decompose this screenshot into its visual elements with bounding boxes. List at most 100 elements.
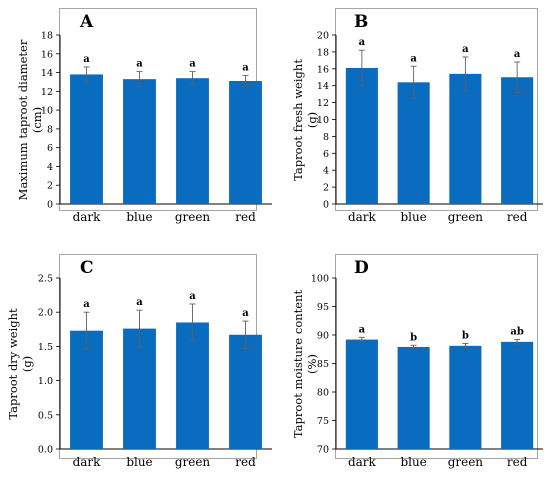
bar-dark (345, 339, 378, 449)
y-tick-label: 6 (47, 143, 53, 154)
y-tick-label: 2 (323, 183, 329, 194)
bar-blue (397, 82, 430, 204)
significance-letter: a (189, 291, 196, 302)
significance-letter: a (359, 324, 366, 335)
y-axis-label-line: Maximum taproot diameter (16, 39, 30, 200)
bar-blue (397, 346, 430, 449)
y-tick-label: 16 (41, 49, 53, 60)
y-tick-label: 2 (47, 181, 53, 192)
y-tick-label: 14 (41, 68, 53, 79)
y-tick-label: 6 (323, 149, 329, 160)
y-tick-label: 12 (41, 87, 53, 98)
bar-red (501, 341, 534, 449)
y-tick-label: 16 (317, 64, 329, 75)
chart-panel-c: C Taproot dry weight(g) 0.0 0.5 1.0 1.5 2.0 2.5… (6, 254, 272, 469)
y-axis-label: Taproot dry weight(g) (6, 308, 34, 420)
bar-red (501, 77, 534, 204)
significance-letter: a (242, 62, 249, 73)
panel-letter: A (79, 12, 94, 32)
y-axis-label-line: (g) (305, 112, 319, 128)
x-tick-label: green (175, 455, 211, 469)
y-tick-label: 80 (317, 388, 329, 399)
bar-dark (70, 74, 103, 204)
significance-letter: a (514, 49, 521, 60)
bar-red (229, 334, 262, 449)
y-tick-label: 4 (47, 162, 53, 173)
x-tick-label: blue (400, 455, 426, 469)
chart-panel-b: B Taproot fresh weight(g) 0 2 4 6 8 10 12 14 16 18 2… (291, 8, 543, 224)
y-tick-label: 2.5 (38, 274, 53, 285)
x-tick-label: red (507, 455, 528, 469)
bar-blue (123, 328, 156, 449)
x-tick-label: green (175, 210, 211, 224)
panel-letter: C (80, 258, 94, 278)
x-tick-label: dark (73, 455, 102, 469)
y-axis-label: Taproot fresh weight(g) (291, 59, 319, 181)
bar-blue (123, 79, 156, 204)
x-tick-label: red (235, 455, 256, 469)
bar-dark (345, 67, 378, 204)
y-tick-label: 95 (317, 302, 329, 313)
y-axis-label-line: (cm) (30, 107, 44, 133)
x-tick-label: blue (400, 210, 426, 224)
significance-letter: b (410, 332, 417, 343)
significance-letter: a (136, 59, 143, 70)
y-tick-label: 0 (323, 200, 329, 211)
y-axis-label-line: (%) (305, 354, 319, 374)
significance-letter: a (242, 308, 249, 319)
y-tick-label: 70 (317, 445, 329, 456)
x-tick-label: dark (73, 210, 102, 224)
x-tick-label: green (448, 210, 484, 224)
y-tick-label: 10 (41, 106, 53, 117)
bar-green (176, 322, 209, 449)
y-tick-label: 0 (47, 200, 53, 211)
y-tick-label: 18 (317, 47, 329, 58)
x-tick-label: red (507, 210, 528, 224)
y-tick-label: 1.0 (38, 376, 53, 387)
significance-letter: a (462, 44, 469, 55)
significance-letter: a (410, 53, 417, 64)
y-tick-label: 20 (317, 31, 329, 42)
bar-green (449, 73, 482, 205)
x-tick-label: dark (348, 210, 377, 224)
y-tick-label: 18 (41, 31, 53, 42)
bar-dark (70, 330, 103, 449)
y-axis-label: Maximum taproot diameter(cm) (16, 39, 44, 200)
y-tick-label: 4 (323, 166, 329, 177)
y-tick-label: 0.0 (38, 445, 53, 456)
significance-letter: a (359, 37, 366, 48)
y-tick-label: 1.5 (38, 342, 53, 353)
panel-letter: B (354, 12, 368, 32)
y-tick-label: 2.0 (38, 308, 53, 319)
y-tick-label: 10 (317, 115, 329, 126)
significance-letter: b (462, 331, 469, 342)
significance-letter: a (189, 59, 196, 70)
x-tick-label: red (235, 210, 256, 224)
y-tick-label: 100 (311, 274, 329, 285)
y-tick-label: 12 (317, 98, 329, 109)
significance-letter: a (83, 54, 90, 65)
y-tick-label: 14 (317, 81, 329, 92)
y-axis-label: Taproot moisture content(%) (291, 290, 319, 439)
x-tick-label: dark (348, 455, 377, 469)
y-tick-label: 8 (47, 124, 53, 135)
y-axis-label-line: (g) (20, 356, 34, 372)
bar-green (176, 78, 209, 204)
y-tick-label: 8 (323, 132, 329, 143)
y-axis-label-line: Taproot fresh weight (291, 59, 305, 181)
x-tick-label: green (448, 455, 484, 469)
significance-letter: ab (510, 327, 523, 338)
panel-letter: D (354, 258, 369, 278)
y-axis-label-line: Taproot moisture content (291, 290, 305, 439)
y-tick-label: 75 (317, 416, 329, 427)
significance-letter: a (136, 297, 143, 308)
y-tick-label: 90 (317, 331, 329, 342)
y-axis-label-line: Taproot dry weight (6, 308, 20, 420)
y-tick-label: 85 (317, 359, 329, 370)
x-tick-label: blue (126, 210, 152, 224)
significance-letter: a (83, 299, 90, 310)
bar-green (449, 345, 482, 449)
y-tick-label: 0.5 (38, 410, 53, 421)
